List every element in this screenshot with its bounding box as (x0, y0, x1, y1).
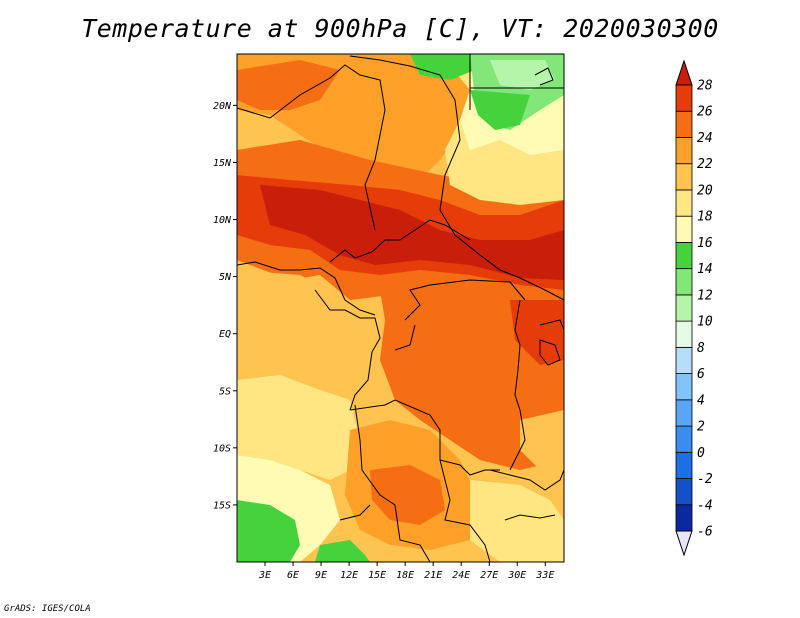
lon-tick-label: 33E (535, 570, 554, 581)
colorbar-level-label: 8 (697, 341, 705, 356)
colorbar-swatch (675, 294, 693, 322)
colorbar-swatch (675, 399, 693, 427)
lon-tick-label: 24E (452, 570, 470, 581)
latitude-axis: 20N 15N 10N 5N EQ 5S 10S 15S (213, 101, 237, 511)
colorbar-level-label: 18 (697, 210, 713, 225)
colorbar-level-label: 10 (697, 315, 713, 330)
colorbar-level-label: 26 (697, 105, 713, 120)
colorbar-level-label: 16 (697, 236, 713, 251)
colorbar-swatch (675, 215, 693, 243)
colorbar-swatch (675, 242, 693, 270)
colorbar-level-label: 12 (697, 288, 713, 303)
lat-tick-label: 10S (213, 443, 231, 454)
colorbar-swatch (675, 478, 693, 506)
lon-tick-label: 27E (480, 570, 498, 581)
lon-tick-label: 12E (340, 570, 358, 581)
colorbar-over-triangle (675, 59, 693, 86)
colorbar-swatch (675, 373, 693, 401)
colorbar-level-label: -6 (697, 525, 713, 540)
colorbar-swatch (675, 137, 693, 165)
lat-tick-label: 5N (219, 272, 232, 283)
lat-tick-label: 15N (213, 158, 232, 169)
colorbar-swatch (675, 110, 693, 138)
plot-frame (236, 53, 565, 563)
colorbar-level-label: -2 (697, 472, 713, 487)
lat-tick-label: 15S (213, 500, 231, 511)
colorbar-swatch (675, 189, 693, 217)
colorbar-swatch (675, 268, 693, 296)
lat-tick-label: 10N (213, 215, 232, 226)
colorbar-under-triangle (675, 530, 693, 557)
lon-tick-label: 18E (396, 570, 414, 581)
longitude-axis: 3E 6E 9E 12E 15E 18E 21E 24E 27E 30E 33E (258, 562, 554, 581)
colorbar-level-label: 28 (697, 79, 713, 94)
lat-tick-label: EQ (219, 329, 231, 340)
temperature-field (237, 54, 564, 562)
colorbar-swatch (675, 163, 693, 191)
colorbar-swatch (675, 320, 693, 348)
colorbar-level-label: 4 (697, 393, 705, 408)
colorbar-swatch (675, 84, 693, 112)
lat-tick-label: 20N (213, 101, 232, 112)
country-borders (237, 54, 564, 562)
colorbar-swatch (675, 504, 693, 532)
colorbar-level-label: 2 (697, 420, 705, 435)
lon-tick-label: 6E (287, 570, 299, 581)
colorbar-level-label: 20 (697, 183, 713, 198)
page-title: Temperature at 900hPa [C], VT: 202003030… (81, 14, 719, 43)
lon-tick-label: 30E (507, 570, 526, 581)
colorbar-level-label: 6 (697, 367, 705, 382)
lon-tick-label: 9E (315, 570, 327, 581)
lon-tick-label: 3E (258, 570, 271, 581)
lat-tick-label: 5S (219, 386, 231, 397)
colorbar-swatch (675, 346, 693, 374)
lon-tick-label: 21E (424, 570, 442, 581)
colorbar-level-label: 0 (697, 446, 705, 461)
colorbar-level-label: 22 (697, 157, 713, 172)
colorbar-level-label: 14 (697, 262, 713, 277)
colorbar-swatch (675, 451, 693, 479)
lon-tick-label: 15E (368, 570, 386, 581)
credit-label: GrADS: IGES/COLA (4, 604, 91, 614)
colorbar-swatch (675, 425, 693, 453)
colorbar-level-label: 24 (697, 131, 713, 146)
colorbar-level-label: -4 (697, 498, 713, 513)
